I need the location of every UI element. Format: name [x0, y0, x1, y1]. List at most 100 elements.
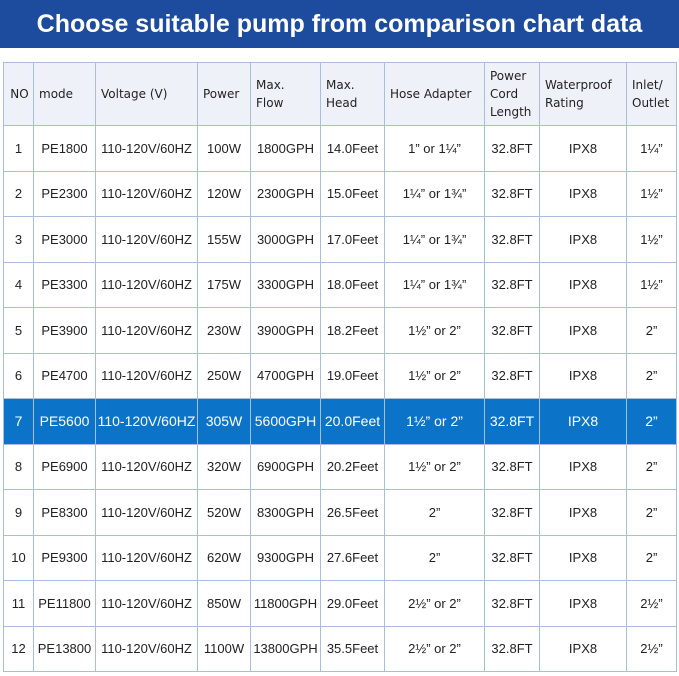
table-cell: 10 [3, 534, 34, 581]
table-cell: 29.0Feet [320, 580, 385, 627]
header-line: Flow [256, 96, 284, 110]
table-cell: 32.8FT [484, 443, 540, 490]
table-cell: 1½” [626, 170, 677, 217]
table-cell: 155W [197, 216, 251, 263]
table-cell: 1100W [197, 625, 251, 672]
column-header: Power Cord Length [484, 62, 540, 126]
table-cell: 320W [197, 443, 251, 490]
table-cell: IPX8 [539, 216, 627, 263]
table-cell: 110-120V/60HZ [95, 534, 198, 581]
table-row: 10 PE9300 110-120V/60HZ 620W 9300GPH 27.6Feet… [3, 534, 677, 581]
header-line: NO [10, 87, 29, 101]
table-cell: 32.8FT [484, 352, 540, 399]
table-cell: 1¼” [626, 125, 677, 172]
table-row: 9 PE8300 110-120V/60HZ 520W 8300GPH 26.5Feet 2… [3, 489, 677, 536]
header-line: Length [490, 105, 532, 119]
table-cell: 35.5Feet [320, 625, 385, 672]
table-cell: 32.8FT [484, 307, 540, 354]
header-line: Max. [326, 78, 355, 92]
table-cell: 20.0Feet [320, 398, 385, 445]
table-cell: 110-120V/60HZ [95, 398, 198, 445]
table-cell: 1½” [626, 261, 677, 308]
table-row: 6 PE4700 110-120V/60HZ 250W 4700GPH 19.0Feet 1… [3, 352, 677, 399]
column-header: Max. Head [320, 62, 385, 126]
header-line: Voltage (V) [101, 87, 168, 101]
table-cell: 20.2Feet [320, 443, 385, 490]
table-cell: 2” [384, 489, 485, 536]
table-cell: 3000GPH [250, 216, 321, 263]
table-cell: 850W [197, 580, 251, 627]
table-cell: 19.0Feet [320, 352, 385, 399]
table-cell: 6900GPH [250, 443, 321, 490]
table-cell: 5 [3, 307, 34, 354]
table-cell: 32.8FT [484, 580, 540, 627]
header-line: Outlet [632, 96, 670, 110]
header-line: Max. [256, 78, 285, 92]
table-cell: 120W [197, 170, 251, 217]
table-cell: 15.0Feet [320, 170, 385, 217]
table-cell: 3300GPH [250, 261, 321, 308]
table-cell: 32.8FT [484, 625, 540, 672]
table-cell: 110-120V/60HZ [95, 580, 198, 627]
table-cell: 110-120V/60HZ [95, 307, 198, 354]
table-row: 5 PE3900 110-120V/60HZ 230W 3900GPH 18.2Feet 1… [3, 307, 677, 354]
column-header: Power [197, 62, 251, 126]
table-cell: 14.0Feet [320, 125, 385, 172]
column-header: Voltage (V) [95, 62, 198, 126]
header-line: Inlet/ [632, 78, 663, 92]
table-cell: 2” [626, 352, 677, 399]
table-cell: 110-120V/60HZ [95, 216, 198, 263]
table-cell: 5600GPH [250, 398, 321, 445]
table-cell: 11800GPH [250, 580, 321, 627]
table-cell: 2½” [626, 580, 677, 627]
table-cell: 13800GPH [250, 625, 321, 672]
table-row: 4 PE3300 110-120V/60HZ 175W 3300GPH 18.0Feet 1… [3, 261, 677, 308]
table-cell: 110-120V/60HZ [95, 443, 198, 490]
table-row: 12 PE13800 110-120V/60HZ 1100W 13800GPH 35.5F… [3, 625, 677, 672]
table-cell: 230W [197, 307, 251, 354]
table-cell: PE2300 [33, 170, 96, 217]
table-cell: 1800GPH [250, 125, 321, 172]
table-cell: 2” [626, 534, 677, 581]
column-header: Inlet/Outlet [626, 62, 677, 126]
table-cell: PE9300 [33, 534, 96, 581]
table-cell: IPX8 [539, 534, 627, 581]
table-cell: PE1800 [33, 125, 96, 172]
table-cell: 32.8FT [484, 261, 540, 308]
table-cell: IPX8 [539, 580, 627, 627]
table-row: 3 PE3000 110-120V/60HZ 155W 3000GPH 17.0Feet 1… [3, 216, 677, 263]
table-cell: 1½” [626, 216, 677, 263]
table-cell: 1½” or 2” [384, 307, 485, 354]
header-line: Power [203, 87, 240, 101]
table-cell: 250W [197, 352, 251, 399]
table-cell: 1 [3, 125, 34, 172]
table-cell: 32.8FT [484, 489, 540, 536]
column-header: NO [3, 62, 34, 126]
table-cell: 1½” or 2” [384, 352, 485, 399]
table-row: 8 PE6900 110-120V/60HZ 320W 6900GPH 20.2Feet 1… [3, 443, 677, 490]
table-cell: PE4700 [33, 352, 96, 399]
table-row: 11 PE11800 110-120V/60HZ 850W 11800GPH 29.0Fe… [3, 580, 677, 627]
table-cell: IPX8 [539, 170, 627, 217]
table-cell: 1½” or 2” [384, 443, 485, 490]
table-cell: PE3300 [33, 261, 96, 308]
table-cell: IPX8 [539, 352, 627, 399]
table-cell: 1¼” or 1¾” [384, 170, 485, 217]
column-header: mode [33, 62, 96, 126]
table-cell: 26.5Feet [320, 489, 385, 536]
table-cell: PE3000 [33, 216, 96, 263]
table-cell: 2” [384, 534, 485, 581]
header-line: Head [326, 96, 358, 110]
table-cell: PE11800 [33, 580, 96, 627]
table-cell: 11 [3, 580, 34, 627]
table-cell: 110-120V/60HZ [95, 261, 198, 308]
table-cell: IPX8 [539, 398, 627, 445]
table-cell: 2 [3, 170, 34, 217]
table-row: 7 PE5600 110-120V/60HZ 305W 5600GPH 20.0Feet 1… [3, 398, 677, 445]
table-cell: 17.0Feet [320, 216, 385, 263]
header-row: NO mode Voltage (V) Power Max. Flow Max. Head Ho… [3, 62, 677, 126]
table-cell: 2” [626, 489, 677, 536]
table-cell: 110-120V/60HZ [95, 170, 198, 217]
table-cell: IPX8 [539, 443, 627, 490]
